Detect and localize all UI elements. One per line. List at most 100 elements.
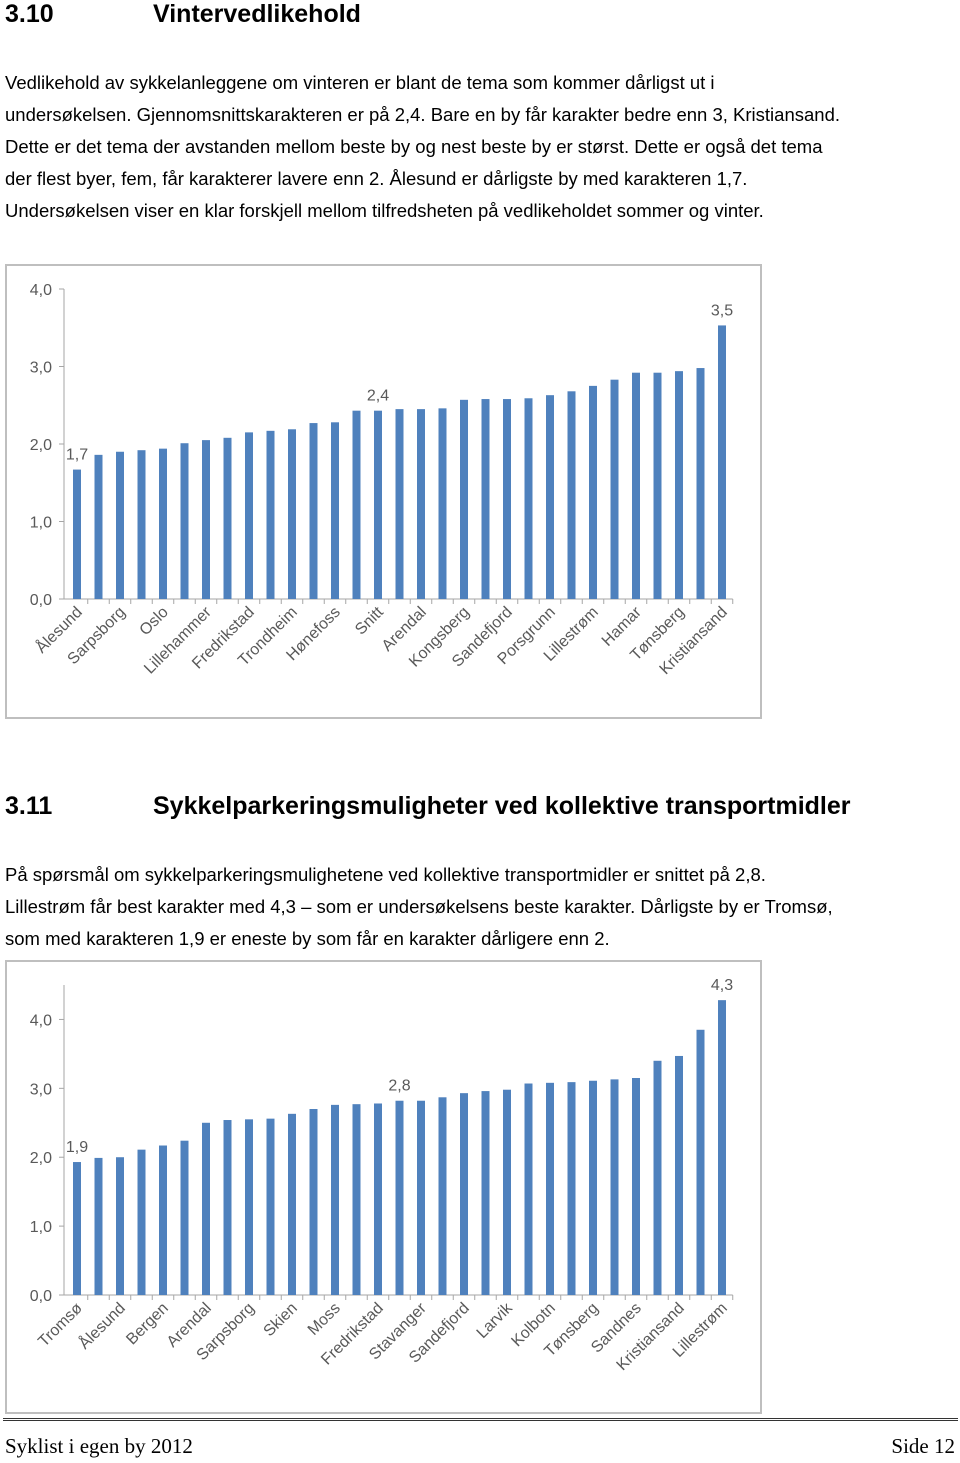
bar	[116, 1157, 124, 1295]
bar	[395, 409, 404, 599]
paragraph-line: som med karakteren 1,9 er eneste by som …	[5, 928, 610, 949]
bar	[73, 1162, 81, 1295]
bar	[460, 399, 468, 599]
bar	[417, 1100, 425, 1295]
heading-number: 3.10	[5, 0, 54, 28]
value-label: 1,7	[66, 447, 88, 464]
value-label: 3,5	[711, 302, 733, 319]
y-tick-label: 0,0	[30, 1288, 52, 1305]
bar	[653, 372, 662, 599]
chart: 0,01,02,03,04,01,9TromsøÅlesundBergenAre…	[5, 960, 762, 1414]
bar	[696, 1029, 705, 1295]
bar	[223, 1120, 232, 1295]
bar	[266, 1118, 275, 1295]
bar	[524, 1083, 533, 1295]
bar	[546, 1082, 554, 1295]
heading-text: Sykkelparkeringsmuligheter ved kollektiv…	[153, 792, 851, 820]
bar	[481, 399, 490, 599]
bar	[653, 1060, 662, 1295]
bar	[202, 440, 210, 599]
bar	[632, 1078, 640, 1295]
heading-text: Vintervedlikehold	[153, 0, 361, 28]
bar	[352, 410, 361, 599]
bar	[610, 379, 619, 599]
bar	[696, 368, 705, 599]
footer-rule	[3, 1418, 958, 1421]
x-tick-label: Moss	[305, 1300, 344, 1339]
x-tick-label: Snitt	[352, 603, 387, 638]
bar	[180, 443, 189, 599]
y-tick-label: 4,0	[30, 282, 52, 299]
bar	[610, 1079, 619, 1295]
bar	[94, 1157, 103, 1295]
heading: 3.11 Sykkelparkeringsmuligheter ved kolle…	[5, 792, 851, 821]
bar	[245, 1119, 253, 1295]
bar	[202, 1122, 210, 1295]
bar	[718, 1000, 726, 1295]
bar	[266, 430, 275, 599]
bar	[567, 1082, 576, 1295]
bar	[524, 398, 533, 599]
y-tick-label: 1,0	[30, 1219, 52, 1236]
bar	[438, 1097, 447, 1295]
bar	[352, 1104, 361, 1295]
paragraph-line: På spørsmål om sykkelparkeringsmulighete…	[5, 864, 766, 885]
value-label: 2,4	[367, 388, 389, 405]
bar	[589, 385, 597, 599]
bar	[675, 1055, 683, 1295]
bar	[374, 410, 382, 599]
value-label: 1,9	[66, 1139, 88, 1156]
bar	[546, 395, 554, 599]
y-tick-label: 2,0	[30, 437, 52, 454]
bar	[180, 1140, 189, 1295]
y-tick-label: 3,0	[30, 1081, 52, 1098]
bar	[460, 1093, 468, 1295]
bar	[331, 422, 339, 599]
bar	[417, 409, 425, 599]
bar	[159, 448, 167, 599]
bar	[309, 1109, 318, 1295]
x-tick-label: Bergen	[123, 1300, 172, 1349]
y-tick-label: 1,0	[30, 515, 52, 532]
paragraph-line: undersøkelsen. Gjennomsnittskarakteren e…	[5, 104, 841, 125]
value-label: 2,8	[388, 1078, 410, 1095]
bar	[245, 432, 253, 599]
x-tick-label: Skien	[261, 1300, 301, 1340]
footer-left: Syklist i egen by 2012	[5, 1434, 193, 1458]
bar	[159, 1145, 167, 1295]
bar	[309, 423, 318, 599]
bar	[94, 454, 103, 599]
heading-number: 3.11	[5, 792, 53, 820]
bar	[395, 1100, 404, 1295]
y-tick-label: 4,0	[30, 1012, 52, 1029]
footer-right: Side 12	[891, 1434, 955, 1458]
bar	[438, 408, 447, 599]
bar	[589, 1080, 597, 1295]
bar	[632, 372, 640, 599]
x-tick-label: Ålesund	[75, 1298, 129, 1352]
bar	[374, 1103, 382, 1295]
value-label: 4,3	[711, 977, 733, 994]
paragraph-line: Dette er det tema der avstanden mellom b…	[5, 136, 823, 157]
bar	[288, 429, 296, 599]
bar	[137, 1149, 146, 1295]
paragraph-line: Lillestrøm får best karakter med 4,3 – s…	[5, 896, 833, 917]
y-tick-label: 2,0	[30, 1150, 52, 1167]
bar	[718, 325, 726, 599]
bar	[675, 371, 683, 599]
bar	[137, 450, 146, 599]
bar	[331, 1104, 339, 1295]
bar	[503, 399, 511, 599]
bar	[567, 391, 576, 599]
heading: 3.10 Vintervedlikehold	[5, 0, 361, 29]
paragraph-line: Vedlikehold av sykkelanleggene om vinter…	[5, 72, 715, 93]
x-tick-label: Oslo	[137, 604, 172, 639]
y-tick-label: 0,0	[30, 592, 52, 609]
bar	[223, 437, 232, 599]
bar	[503, 1089, 511, 1295]
bar	[73, 469, 81, 599]
paragraph-line: der flest byer, fem, får karakterer lave…	[5, 168, 748, 189]
bar	[481, 1091, 490, 1295]
bar	[288, 1113, 296, 1295]
